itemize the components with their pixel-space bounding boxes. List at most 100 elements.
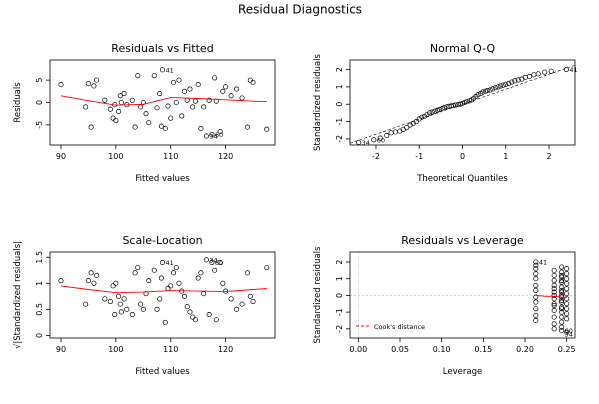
data-point xyxy=(551,301,557,307)
data-point xyxy=(184,97,190,103)
data-point xyxy=(121,296,127,302)
data-point xyxy=(503,81,509,87)
data-point xyxy=(559,306,565,312)
data-point xyxy=(392,129,398,135)
data-point xyxy=(533,312,539,319)
y-axis-label: Standardized residuals xyxy=(313,53,323,150)
data-point xyxy=(195,82,201,88)
data-point xyxy=(416,116,422,122)
data-point xyxy=(441,105,447,111)
data-point xyxy=(239,95,245,101)
data-point xyxy=(158,123,164,129)
point-label: 60 xyxy=(565,327,573,335)
data-point xyxy=(187,309,193,315)
data-point xyxy=(559,309,565,315)
data-point xyxy=(559,287,565,293)
data-point xyxy=(118,99,124,106)
point-label: 34 xyxy=(362,139,370,147)
data-point xyxy=(129,311,135,318)
data-point xyxy=(234,86,240,92)
data-point xyxy=(206,311,212,318)
data-point xyxy=(165,103,171,109)
loess-smooth-line xyxy=(60,95,267,106)
figure-title: Residual Diagnostics xyxy=(238,3,362,17)
point-label: 34 xyxy=(209,256,217,264)
data-point xyxy=(102,97,108,103)
data-point xyxy=(88,270,94,276)
data-point xyxy=(450,103,456,109)
x-tick-label: 1 xyxy=(503,152,508,161)
data-point xyxy=(192,317,198,323)
data-point xyxy=(559,269,565,275)
data-point xyxy=(132,270,138,276)
data-point xyxy=(492,85,498,91)
x-tick-label: 0 xyxy=(460,152,465,161)
data-point xyxy=(564,316,570,322)
data-point xyxy=(533,276,539,282)
data-point xyxy=(58,82,64,88)
data-point xyxy=(551,321,557,327)
data-point xyxy=(228,93,234,99)
data-point xyxy=(143,291,149,297)
x-axis-label: Theoretical Quantiles xyxy=(416,174,508,184)
data-point xyxy=(124,306,130,312)
data-point xyxy=(404,125,410,131)
y-tick-label: -1 xyxy=(335,308,344,316)
data-point xyxy=(209,259,215,265)
x-tick-label: 110 xyxy=(163,345,178,354)
data-point xyxy=(559,279,565,285)
panel-title: Normal Q-Q xyxy=(430,42,496,55)
data-point xyxy=(475,92,481,98)
x-tick-label: -2 xyxy=(372,152,380,161)
data-point xyxy=(165,285,171,292)
data-point xyxy=(239,301,245,307)
y-tick-label: 0 xyxy=(35,333,44,338)
data-point xyxy=(533,259,539,265)
data-point xyxy=(533,282,539,288)
data-point xyxy=(184,304,190,310)
data-point xyxy=(559,324,565,330)
x-tick-label: 120 xyxy=(218,345,233,354)
data-point xyxy=(176,280,182,286)
data-point xyxy=(551,289,557,295)
data-point xyxy=(206,97,212,103)
data-point xyxy=(527,73,533,80)
data-point xyxy=(559,319,565,325)
data-point xyxy=(551,292,557,298)
data-point xyxy=(117,301,123,307)
data-point xyxy=(135,73,141,79)
data-point xyxy=(198,125,204,131)
x-tick-label: 0.25 xyxy=(558,345,576,354)
data-point xyxy=(190,314,196,320)
data-point xyxy=(388,130,394,136)
data-point xyxy=(551,277,557,283)
data-point xyxy=(533,287,539,293)
x-tick-label: 2 xyxy=(546,152,551,161)
panel-title: Residuals vs Fitted xyxy=(111,42,213,55)
data-point xyxy=(223,84,229,90)
data-point xyxy=(132,124,138,130)
point-label: 41 xyxy=(166,259,174,267)
data-point xyxy=(533,262,539,268)
data-point xyxy=(137,104,144,110)
panel-residuals-vs-leverage: Residuals vs Leverage 0.00 0.05 0.10 0.15 0.2… xyxy=(313,234,576,377)
data-point xyxy=(250,79,256,85)
data-point xyxy=(113,117,119,123)
x-axis-label: Leverage xyxy=(443,367,482,377)
data-point xyxy=(429,109,435,115)
data-point xyxy=(118,309,124,315)
data-point xyxy=(464,99,470,105)
data-point xyxy=(192,98,198,104)
data-point xyxy=(564,276,570,282)
x-tick-label: 0.10 xyxy=(433,345,451,354)
data-point xyxy=(559,289,565,295)
data-point xyxy=(551,307,557,313)
y-tick-label: 1 xyxy=(335,276,344,281)
x-tick-label: 0.05 xyxy=(391,345,409,354)
data-point xyxy=(559,299,565,305)
data-point xyxy=(559,284,565,290)
y-tick-label: 0 xyxy=(335,293,344,298)
loess-smooth-line xyxy=(60,285,267,294)
data-point xyxy=(427,110,433,116)
data-point xyxy=(522,74,528,80)
